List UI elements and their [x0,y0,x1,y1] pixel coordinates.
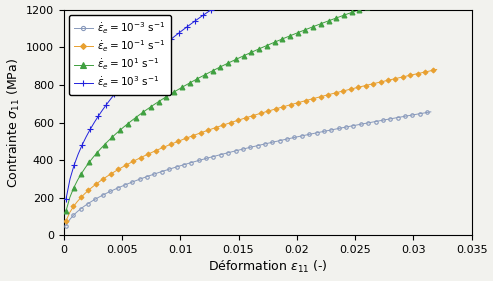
Legend: $\dot{\epsilon}_e = 10^{-3}$ s$^{-1}$, $\dot{\epsilon}_e = 10^{-1}$ s$^{-1}$, $\: $\dot{\epsilon}_e = 10^{-3}$ s$^{-1}$, $… [69,15,171,95]
Y-axis label: Contrainte $\sigma_{11}$ (MPa): Contrainte $\sigma_{11}$ (MPa) [5,58,22,187]
X-axis label: Déformation $\epsilon_{11}$ (-): Déformation $\epsilon_{11}$ (-) [208,259,327,275]
